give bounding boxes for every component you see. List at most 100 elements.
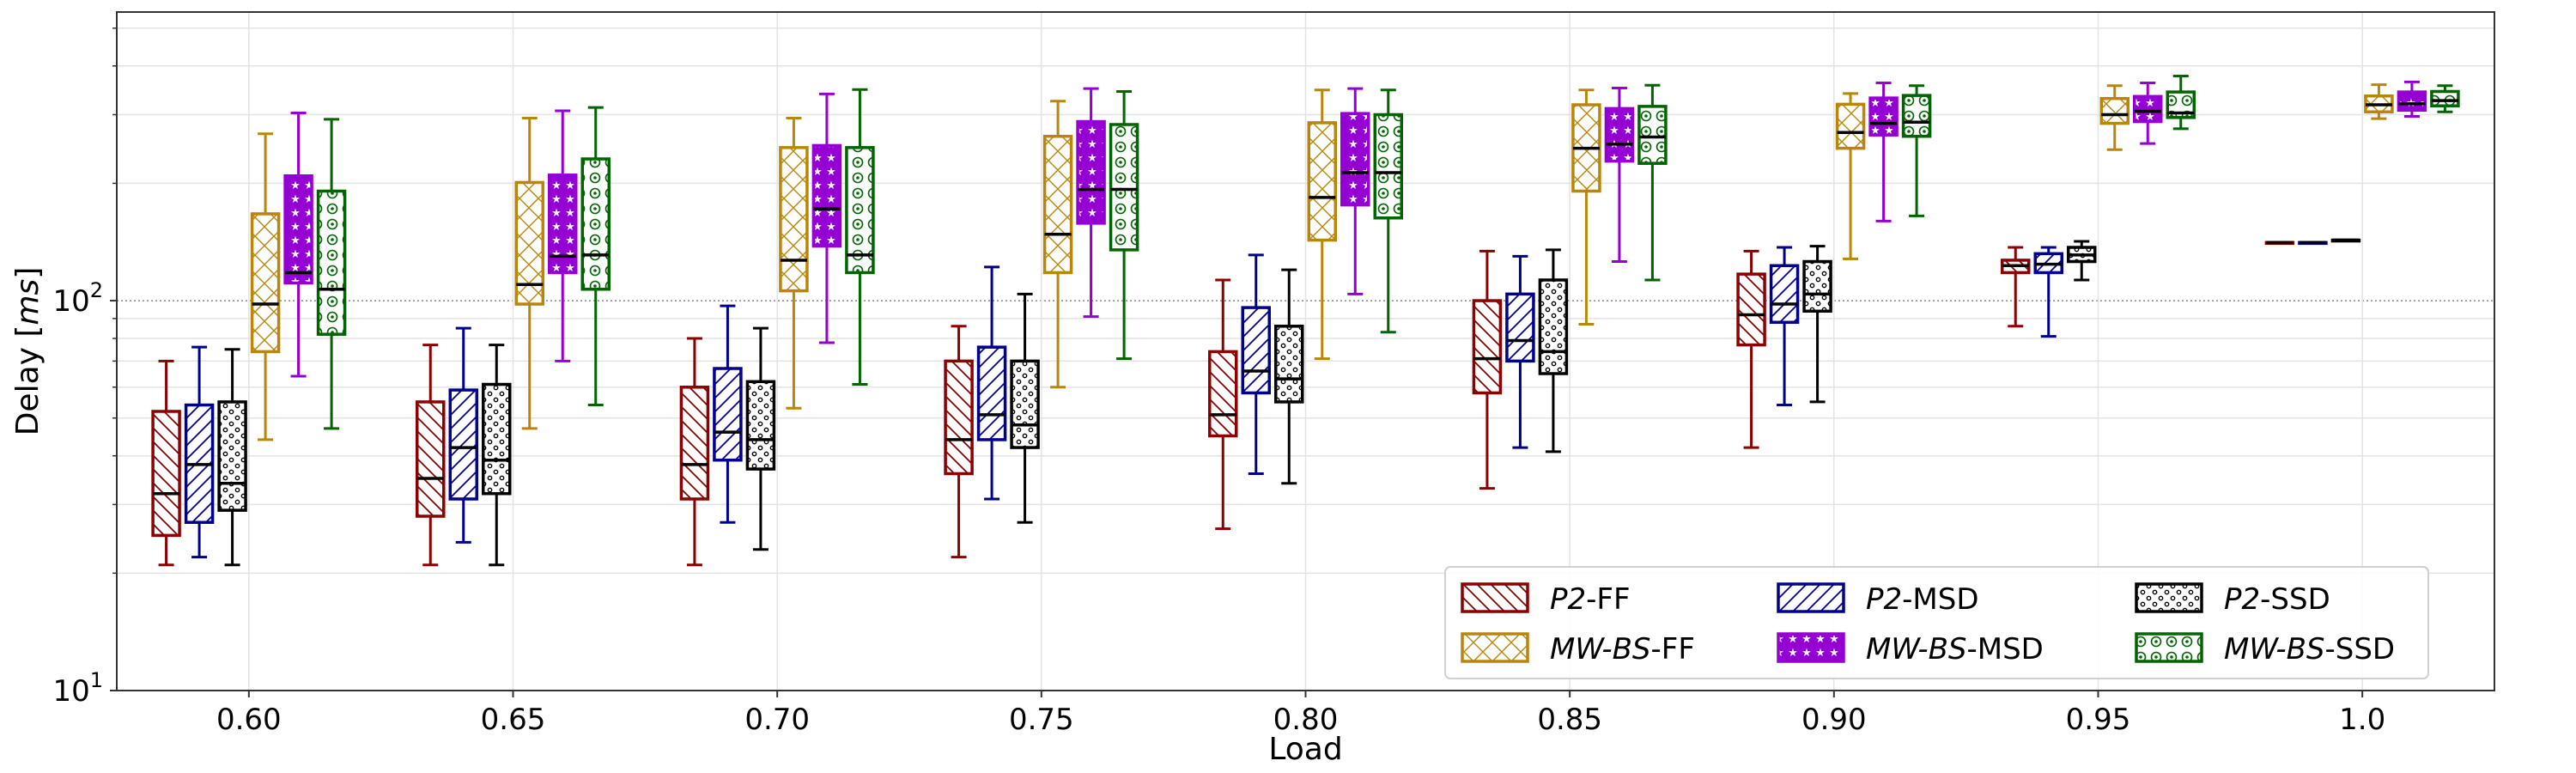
box-mw-bs-msd-0.85 (1604, 87, 1635, 264)
iqr-box (1901, 94, 1932, 138)
legend: P2-FFMW-BS-FFP2-MSDMW-BS-MSDP2-SSDMW-BS-… (1444, 566, 2429, 679)
box-p2-msd-0.65 (448, 326, 478, 544)
iqr-box (1802, 259, 1832, 313)
box-p2-ssd-0.70 (745, 326, 776, 551)
legend-label-prefix: P2 (1550, 582, 1586, 617)
box-p2-ssd-0.80 (1274, 268, 1304, 485)
legend-label-prefix: MW-BS (1550, 632, 1651, 666)
box-p2-ssd-0.95 (2067, 240, 2097, 282)
box-mw-bs-msd-1.0 (2397, 80, 2427, 118)
iqr-box (1010, 359, 1040, 449)
box-mw-bs-ssd-0.85 (1637, 83, 1668, 282)
x-axis-label: Load (1268, 732, 1342, 767)
iqr-box (1307, 121, 1337, 242)
box-mw-bs-ff-0.90 (1835, 92, 1866, 260)
iqr-box (580, 157, 611, 291)
legend-swatch (1461, 582, 1529, 613)
legend-label: P2-MSD (1866, 582, 1979, 617)
box-p2-ssd-0.75 (1010, 292, 1040, 524)
legend-label-suffix: -FF (1651, 632, 1695, 666)
legend-label-suffix: -MSD (1902, 582, 1978, 617)
x-tick-label: 0.85 (1537, 703, 1602, 737)
iqr-box (482, 382, 512, 496)
legend-label: MW-BS-MSD (1866, 632, 2044, 666)
x-tick-label: 0.80 (1273, 703, 1339, 737)
iqr-box (1868, 96, 1899, 137)
iqr-box (1109, 123, 1139, 252)
legend-label-suffix: -SSD (2260, 582, 2330, 617)
iqr-box (1835, 102, 1866, 150)
legend-label-suffix: -SSD (2325, 632, 2396, 666)
box-mw-bs-msd-0.70 (811, 92, 842, 344)
iqr-box (217, 400, 247, 512)
box-p2-msd-0.90 (1769, 246, 1800, 407)
box-p2-msd-1.0 (2298, 240, 2328, 246)
box-p2-ff-0.75 (944, 325, 974, 559)
box-mw-bs-ssd-1.0 (2430, 84, 2460, 113)
iqr-box (1538, 278, 1569, 375)
y-tick-exponent: 1 (90, 668, 103, 692)
iqr-box (1076, 119, 1106, 225)
legend-entry-mw-bs-ff: MW-BS-FF (1461, 632, 1695, 666)
box-p2-ff-0.70 (679, 337, 710, 567)
y-tick-label: 102 (52, 278, 103, 319)
legend-label-suffix: -FF (1586, 582, 1630, 617)
box-p2-ff-0.65 (416, 344, 446, 567)
iqr-box (316, 189, 347, 336)
y-tick-base: 10 (52, 674, 89, 709)
iqr-box (416, 400, 446, 518)
iqr-box (1340, 112, 1370, 207)
box-mw-bs-msd-0.65 (548, 109, 578, 362)
iqr-box (2397, 90, 2427, 113)
box-p2-msd-0.80 (1241, 253, 1271, 475)
legend-entry-p2-msd: P2-MSD (1777, 582, 1979, 617)
legend-label-prefix: MW-BS (1866, 632, 1967, 666)
box-mw-bs-msd-0.60 (283, 112, 313, 378)
legend-label: P2-FF (1550, 582, 1631, 617)
box-mw-bs-ff-0.95 (2099, 84, 2129, 151)
box-mw-bs-ssd-0.80 (1373, 88, 1403, 334)
box-mw-bs-ff-0.85 (1571, 88, 1601, 326)
box-mw-bs-msd-0.95 (2133, 81, 2163, 145)
box-mw-bs-msd-0.80 (1340, 87, 1370, 295)
iqr-box (1736, 272, 1766, 347)
y-axis-label-text: Delay [ (10, 326, 46, 436)
legend-entry-p2-ff: P2-FF (1461, 582, 1631, 617)
legend-label-prefix: MW-BS (2224, 632, 2325, 666)
box-p2-msd-0.85 (1505, 254, 1535, 449)
box-p2-msd-0.70 (713, 304, 743, 524)
iqr-box (1769, 264, 1800, 325)
box-p2-ssd-0.60 (217, 348, 247, 567)
y-tick-exponent: 2 (90, 278, 103, 302)
iqr-box (1373, 113, 1403, 220)
box-p2-ff-0.60 (151, 359, 181, 567)
iqr-box (2099, 96, 2129, 125)
legend-entry-mw-bs-ssd: MW-BS-SSD (2135, 632, 2396, 666)
box-p2-ff-0.95 (2001, 246, 2031, 328)
iqr-box (2430, 89, 2460, 107)
legend-entry-p2-ssd: P2-SSD (2135, 582, 2330, 617)
legend-label-suffix: -MSD (1967, 632, 2044, 666)
box-mw-bs-ssd-0.90 (1901, 84, 1932, 217)
iqr-box (1604, 107, 1635, 163)
box-p2-ssd-0.65 (482, 344, 512, 567)
y-tick-base: 10 (52, 284, 89, 319)
box-p2-msd-0.60 (184, 345, 215, 559)
box-p2-ssd-1.0 (2330, 238, 2361, 243)
iqr-box (745, 380, 776, 471)
axes: 0.60 0.65 0.70 0.75 0.80 0.85 0.90 0.95 1.010110… (10, 27, 2385, 767)
box-mw-bs-ssd-0.70 (845, 88, 875, 386)
plot-area (151, 74, 2460, 567)
box-p2-ff-1.0 (2264, 240, 2295, 246)
iqr-box (283, 173, 313, 285)
iqr-box (845, 146, 875, 275)
iqr-box (1042, 134, 1073, 275)
legend-label: P2-SSD (2224, 582, 2330, 617)
x-tick-label: 0.90 (1801, 703, 1867, 737)
box-mw-bs-ff-0.70 (779, 116, 809, 410)
legend-label-prefix: P2 (1866, 582, 1902, 617)
iqr-box (1637, 105, 1668, 165)
iqr-box (811, 143, 842, 248)
iqr-box (1472, 299, 1503, 395)
